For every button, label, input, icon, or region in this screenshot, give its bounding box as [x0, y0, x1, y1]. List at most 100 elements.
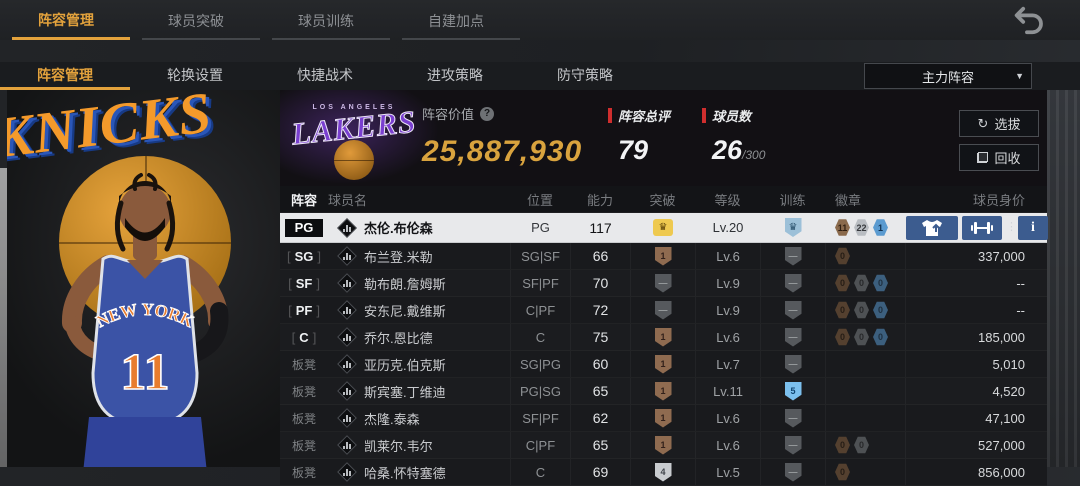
player-stats-diamond-icon[interactable]: [338, 355, 356, 373]
level-cell: Lv.9: [695, 270, 760, 296]
price-value: --: [1016, 275, 1025, 291]
shield-icon: —: [784, 354, 802, 374]
shield-icon: —: [784, 273, 802, 293]
slot-badge: 板凳: [291, 465, 316, 480]
training-cell: —: [760, 297, 825, 323]
top-nav-tab[interactable]: 阵容管理: [12, 3, 130, 40]
training-cell: —: [760, 432, 825, 458]
player-stats-diamond-icon[interactable]: [338, 219, 356, 237]
player-name-cell: 凯莱尔.韦尔: [328, 432, 510, 458]
back-button[interactable]: [1004, 4, 1048, 36]
level-value: Lv.9: [716, 275, 740, 291]
lineup-dropdown[interactable]: 主力阵容 ▼: [864, 63, 1032, 89]
column-header: 等级: [714, 192, 741, 208]
price-cell: 4,520: [905, 378, 1047, 404]
breakthrough-cell: 4: [630, 459, 695, 485]
sub-nav-tab[interactable]: 进攻策略: [427, 67, 483, 83]
ability-value: 72: [592, 302, 609, 318]
lineup-rating-label: 阵容总评: [618, 109, 671, 124]
player-stats-diamond-icon[interactable]: [338, 463, 356, 481]
level-cell: Lv.20: [695, 213, 760, 242]
breakthrough-cell: —: [630, 297, 695, 323]
player-name: 乔尔.恩比德: [364, 330, 433, 346]
training-cell: —: [760, 459, 825, 485]
shield-icon: 1: [654, 381, 672, 401]
roster-row[interactable]: 板凳 杰隆.泰森 SF|PF 62 1 Lv.6 — 47,100: [280, 405, 1047, 432]
sub-nav: 阵容管理 轮换设置 快捷战术 进攻策略 防守策略 主力阵容 ▼: [0, 62, 1080, 90]
badges-cell: 0: [825, 243, 905, 269]
player-name-cell: 乔尔.恩比德: [328, 324, 510, 350]
level-cell: Lv.9: [695, 297, 760, 323]
train-button[interactable]: [962, 215, 1002, 240]
player-name: 凯莱尔.韦尔: [364, 438, 433, 454]
shield-icon: —: [654, 273, 672, 293]
player-count-label: 球员数: [712, 109, 752, 124]
roster-row[interactable]: 板凳 斯宾塞.丁维迪 PG|SG 65 1 Lv.11 5 4,520: [280, 378, 1047, 405]
shield-icon: —: [654, 300, 672, 320]
breakthrough-cell: —: [630, 270, 695, 296]
info-button[interactable]: i: [1018, 215, 1048, 240]
top-nav-tab[interactable]: 球员训练: [272, 4, 390, 40]
background-arena: [1047, 90, 1080, 467]
roster-row[interactable]: 板凳 哈桑.怀特塞德 C 69 4 Lv.5 — 0 856,000: [280, 459, 1047, 486]
sub-nav-tab[interactable]: 阵容管理: [0, 62, 130, 90]
slot-cell: C: [280, 324, 328, 350]
top-nav-tab[interactable]: 自建加点: [402, 4, 520, 40]
training-cell: 5: [760, 378, 825, 404]
roster-row[interactable]: PG 杰伦.布伦森 PG 117 ♛ Lv.20 ♛ 11 22 1 ⋮ i: [280, 213, 1048, 243]
player-name: 杰隆.泰森: [364, 411, 420, 427]
badge-hexagon: 0: [873, 301, 888, 319]
recycle-button[interactable]: 回收: [959, 144, 1039, 171]
player-stats-diamond-icon[interactable]: [338, 409, 356, 427]
sub-nav-tab[interactable]: 快捷战术: [297, 67, 353, 83]
ability-value: 62: [592, 410, 609, 426]
player-stats-diamond-icon[interactable]: [338, 301, 356, 319]
select-players-button[interactable]: ↻ 选拔: [959, 110, 1039, 137]
ability-value: 69: [592, 464, 609, 480]
player-stats-diamond-icon[interactable]: [338, 247, 356, 265]
ability-value: 60: [592, 356, 609, 372]
breakthrough-cell: 1: [630, 405, 695, 431]
ability-value: 65: [592, 437, 609, 453]
roster-row[interactable]: SG 布兰登.米勒 SG|SF 66 1 Lv.6 — 0 337,000: [280, 243, 1047, 270]
slot-cell: 板凳: [280, 378, 328, 404]
level-cell: Lv.6: [695, 405, 760, 431]
slot-cell: SF: [280, 270, 328, 296]
roster-row[interactable]: 板凳 亚历克.伯克斯 SG|PG 60 1 Lv.7 — 5,010: [280, 351, 1047, 378]
breakthrough-cell: 1: [630, 378, 695, 404]
table-header-row: 阵容 球员名 位置 能力 突破 等级 训练 徽章 球员身价: [280, 186, 1047, 213]
price-cell: 185,000: [905, 324, 1047, 350]
player-name: 斯宾塞.丁维迪: [364, 384, 446, 400]
shield-icon: 1: [654, 408, 672, 428]
badge-hexagon: 0: [835, 463, 850, 481]
level-cell: Lv.6: [695, 432, 760, 458]
level-value: Lv.11: [713, 383, 743, 399]
player-stats-diamond-icon[interactable]: [338, 436, 356, 454]
column-header: 阵容: [290, 192, 317, 208]
sub-nav-tab[interactable]: 轮换设置: [167, 67, 223, 83]
help-icon[interactable]: ?: [480, 106, 495, 121]
top-nav-tab[interactable]: 球员突破: [142, 4, 260, 40]
training-cell: —: [760, 324, 825, 350]
player-stats-diamond-icon[interactable]: [338, 328, 356, 346]
column-header: 能力: [586, 192, 613, 208]
sub-nav-tab[interactable]: 防守策略: [557, 67, 613, 83]
breakthrough-cell: 1: [630, 432, 695, 458]
recycle-label: 回收: [994, 151, 1021, 166]
shield-icon: 5: [784, 381, 802, 401]
slot-badge: 板凳: [291, 357, 316, 372]
badge-hexagon: 0: [835, 274, 850, 292]
roster-row[interactable]: 板凳 凯莱尔.韦尔 C|PF 65 1 Lv.6 — 0 0 527,000: [280, 432, 1047, 459]
player-count-max: /300: [742, 148, 766, 162]
badges-cell: [825, 351, 905, 377]
player-stats-diamond-icon[interactable]: [338, 274, 356, 292]
player-stats-diamond-icon[interactable]: [338, 382, 356, 400]
player-name-cell: 安东尼.戴维斯: [328, 297, 510, 323]
equip-button[interactable]: [906, 215, 958, 240]
table-body: PG杰伦.布伦森PG117♛Lv.20♛11221⋮iSG布兰登.米勒SG|SF…: [280, 213, 1048, 486]
sub-nav-tabs: 阵容管理 轮换设置 快捷战术 进攻策略 防守策略: [0, 62, 650, 90]
badge-hexagon: 0: [854, 436, 869, 454]
